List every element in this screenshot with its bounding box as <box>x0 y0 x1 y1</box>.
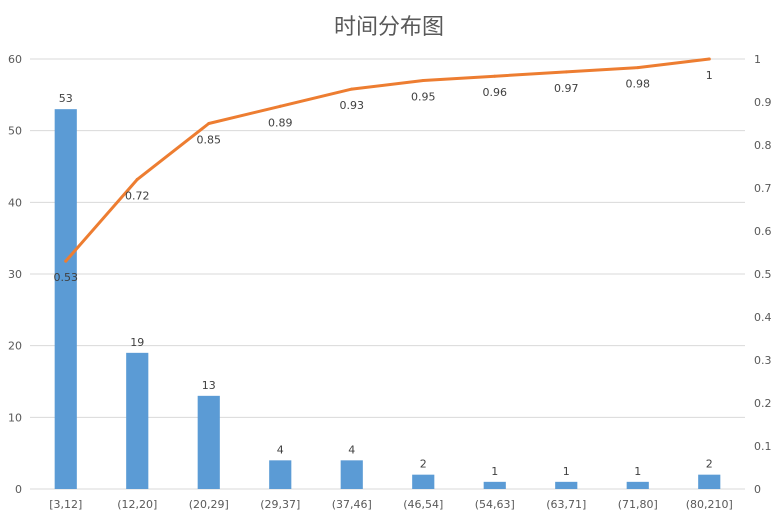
line-point <box>135 177 139 181</box>
bar <box>197 395 220 489</box>
left-tick-label: 10 <box>8 411 22 424</box>
category-axis-ticks: [3,12] (12,20] (20,29] (29,37] (37,46] (46,54… <box>49 498 733 511</box>
category-label: (80,210] <box>686 498 733 511</box>
bar <box>340 460 363 489</box>
line-point <box>564 70 568 74</box>
bar <box>412 474 435 489</box>
left-tick-label: 20 <box>8 340 22 353</box>
line-point <box>350 87 354 91</box>
line-point <box>207 122 211 125</box>
right-tick-label: 0.7 <box>754 182 772 195</box>
bar-data-label: 1 <box>563 465 570 478</box>
line-point <box>707 57 711 61</box>
right-tick-label: 0.9 <box>754 96 772 109</box>
line-data-label: 0.97 <box>554 82 579 95</box>
cumulative-line <box>64 57 711 263</box>
right-axis-ticks: 0 0.1 0.2 0.3 0.4 0.5 0.6 0.7 0.8 0.9 1 <box>754 53 772 496</box>
right-tick-label: 0 <box>754 483 761 496</box>
line-data-label: 0.96 <box>483 86 508 99</box>
bar-data-label: 2 <box>706 458 713 471</box>
line-point <box>278 104 282 108</box>
right-tick-label: 0.8 <box>754 139 772 152</box>
category-label: (12,20] <box>117 498 157 511</box>
left-tick-label: 40 <box>8 196 22 209</box>
data-labels: 53 19 13 4 4 2 1 1 1 2 0.53 0.72 0.85 0.89 0.93 0.95 0.9… <box>54 69 713 478</box>
bar-data-label: 2 <box>420 458 427 471</box>
bar <box>555 481 578 489</box>
left-tick-label: 30 <box>8 268 22 281</box>
line-point <box>636 66 640 70</box>
bar-data-label: 19 <box>130 336 144 349</box>
right-tick-label: 0.3 <box>754 354 772 367</box>
bar-data-label: 1 <box>634 465 641 478</box>
left-axis-ticks: 0 10 20 30 40 50 60 <box>8 53 22 496</box>
category-label: (54,63] <box>475 498 515 511</box>
line-data-label: 0.95 <box>411 91 436 104</box>
line-data-label: 0.72 <box>125 189 150 202</box>
bar-data-label: 4 <box>277 443 284 456</box>
bar-data-label: 1 <box>491 465 498 478</box>
bar <box>269 460 292 489</box>
right-tick-label: 0.6 <box>754 225 772 238</box>
category-label: (63,71] <box>546 498 586 511</box>
bar <box>126 352 149 489</box>
bar-data-label: 13 <box>202 379 216 392</box>
cumulative-line-series <box>64 57 711 263</box>
line-data-label: 0.85 <box>197 134 222 147</box>
line-data-label: 0.98 <box>626 78 651 91</box>
left-tick-label: 0 <box>15 483 22 496</box>
right-tick-label: 0.5 <box>754 268 772 281</box>
category-label: [3,12] <box>49 498 82 511</box>
bar-data-label: 4 <box>348 443 355 456</box>
bar <box>54 109 77 490</box>
gridlines <box>30 58 745 490</box>
left-tick-label: 60 <box>8 53 22 66</box>
bar-data-label: 53 <box>59 92 73 105</box>
category-label: (46,54] <box>403 498 443 511</box>
line-data-label: 1 <box>706 69 713 82</box>
bar <box>698 474 721 489</box>
category-label: (37,46] <box>332 498 372 511</box>
chart-title: 时间分布图 <box>334 15 444 40</box>
line-point <box>421 79 425 82</box>
line-point <box>493 74 497 78</box>
right-tick-label: 0.4 <box>754 311 772 324</box>
category-label: (71,80] <box>618 498 658 511</box>
right-tick-label: 0.2 <box>754 397 772 410</box>
line-data-label: 0.53 <box>54 271 79 284</box>
category-label: (29,37] <box>260 498 300 511</box>
category-label: (20,29] <box>189 498 229 511</box>
right-tick-label: 0.1 <box>754 440 772 453</box>
left-tick-label: 50 <box>8 125 22 138</box>
bar-series <box>54 109 721 490</box>
bar <box>626 481 649 489</box>
line-point <box>64 259 68 263</box>
right-tick-label: 1 <box>754 53 761 66</box>
line-data-label: 0.93 <box>340 99 365 112</box>
line-data-label: 0.89 <box>268 116 293 129</box>
bar <box>483 481 506 489</box>
